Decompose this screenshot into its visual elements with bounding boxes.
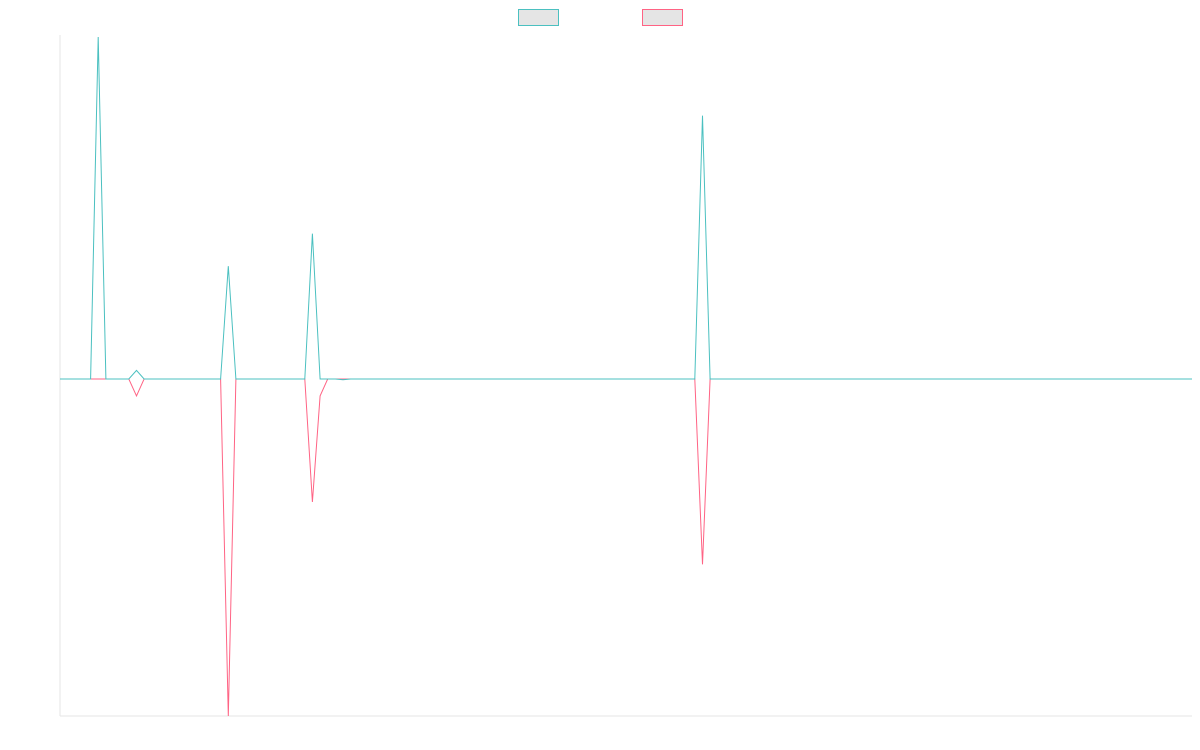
chart-axes <box>59 35 1192 717</box>
legend-item-2[interactable] <box>642 9 683 26</box>
series-line-1 <box>60 36 1192 381</box>
legend-swatch-2 <box>642 9 683 26</box>
legend-swatch-1 <box>518 9 559 26</box>
legend-item-1[interactable] <box>518 9 559 26</box>
chart-lines <box>60 36 1192 717</box>
chart-legend <box>518 9 683 26</box>
series-line-2 <box>60 378 1192 717</box>
